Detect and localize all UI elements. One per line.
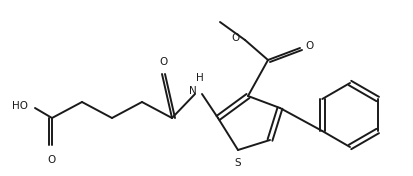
Text: O: O	[159, 57, 167, 67]
Text: O: O	[232, 33, 240, 43]
Text: N: N	[189, 86, 197, 96]
Text: HO: HO	[12, 101, 28, 111]
Text: S: S	[235, 158, 241, 168]
Text: H: H	[196, 73, 204, 83]
Text: O: O	[48, 155, 56, 165]
Text: O: O	[305, 41, 313, 51]
